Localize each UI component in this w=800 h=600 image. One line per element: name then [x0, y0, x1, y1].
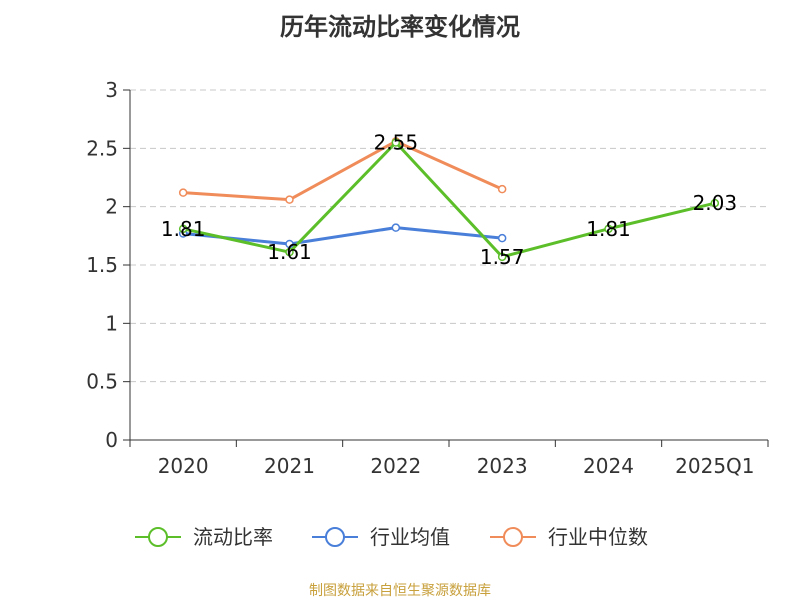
legend-label: 流动比率 [193, 525, 273, 549]
legend-swatch-marker [503, 527, 523, 547]
data-label: 2.55 [374, 131, 419, 155]
axes: 0 0.5 1 1.5 2 2.5 3 2020 2021 2022 2023 2024 2025Q1 [86, 78, 769, 478]
data-label: 1.81 [161, 217, 206, 241]
legend-label: 行业均值 [370, 525, 450, 549]
y-tick-label: 1.5 [86, 253, 118, 277]
legend-swatch-marker [325, 527, 345, 547]
series-points [178, 137, 720, 262]
data-point [497, 252, 507, 262]
source-note: 制图数据来自恒生聚源数据库 [309, 583, 491, 599]
y-tick-label: 3 [105, 78, 118, 102]
x-tick-label: 2022 [370, 454, 421, 478]
x-tick-label: 2025Q1 [675, 454, 754, 478]
chart-title: 历年流动比率变化情况 [280, 13, 520, 41]
legend-label: 行业中位数 [548, 525, 648, 549]
legend: 流动比率 行业均值 行业中位数 [135, 525, 648, 549]
grid-lines [130, 89, 768, 383]
y-tick-label: 2.5 [86, 136, 118, 160]
data-point [285, 247, 294, 257]
x-tick-label: 2020 [158, 454, 209, 478]
data-point [391, 223, 401, 232]
series-lines [182, 139, 716, 259]
data-point [497, 184, 507, 194]
data-point [391, 138, 401, 147]
y-tick-label: 2 [105, 195, 118, 219]
y-tick-label: 0.5 [86, 370, 118, 394]
data-label: 1.61 [267, 240, 312, 264]
x-tick-label: 2024 [583, 454, 634, 478]
data-point [285, 239, 294, 249]
data-label: 2.03 [693, 191, 738, 215]
series-line-2 [183, 139, 503, 202]
y-tick-label: 0 [105, 428, 118, 452]
data-label: 1.57 [480, 245, 525, 269]
data-point [497, 233, 507, 243]
data-point [710, 198, 720, 208]
data-labels: 1.81 1.61 2.55 1.57 1.81 2.03 [161, 131, 737, 269]
x-tick-label: 2021 [264, 454, 315, 478]
data-point [285, 195, 294, 204]
data-point [178, 224, 188, 234]
series-line-1 [183, 226, 503, 246]
data-label: 1.81 [586, 217, 631, 241]
y-tick-label: 1 [105, 311, 118, 335]
x-tick-label: 2023 [477, 454, 528, 478]
series-line-0 [182, 141, 716, 259]
data-point [178, 188, 188, 197]
data-point [604, 224, 613, 234]
legend-swatch-marker [148, 527, 168, 547]
